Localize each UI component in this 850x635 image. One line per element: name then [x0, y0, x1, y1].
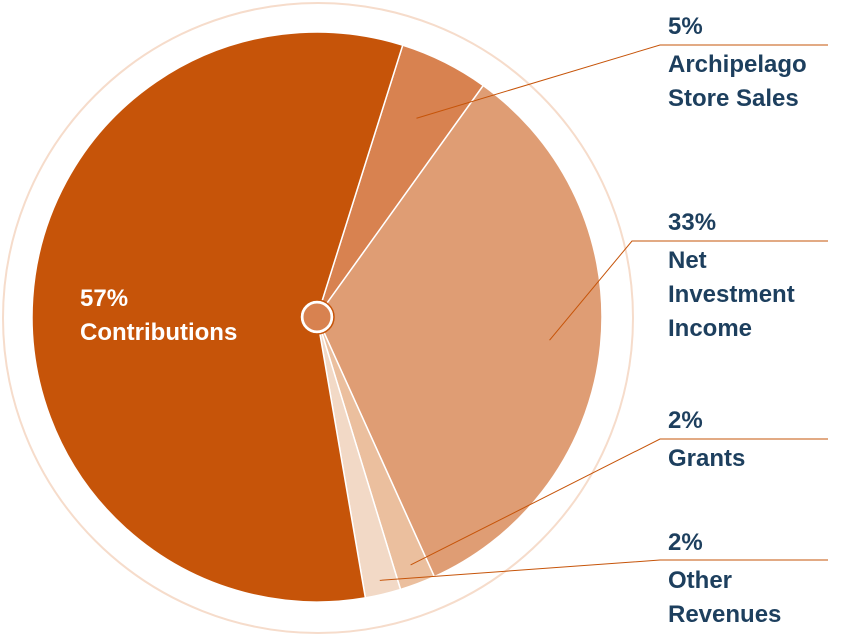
- slice-label-grants: 2% Grants: [668, 404, 745, 476]
- slice-name-contributions: Contributions: [80, 319, 238, 346]
- center-ring: [300, 300, 334, 334]
- slice-name-grants: Grants: [668, 445, 746, 472]
- outer-ring: [2, 2, 634, 634]
- slice-label-contributions: 57% Contributions: [80, 282, 237, 350]
- slice-label-other-revenues: 2% Other Revenues: [668, 526, 781, 632]
- leader-line-net-investment-income: [549, 240, 828, 341]
- slice-name-investment-line1: Net: [668, 247, 707, 274]
- slice-name-store-sales-line2: Store Sales: [668, 85, 799, 112]
- slice-name-store-sales-line1: Archipelago: [668, 51, 807, 78]
- slice-value-other-revenues: 2%: [668, 529, 703, 556]
- slice-value-grants: 2%: [668, 407, 703, 434]
- center-ring-outline: [299, 299, 335, 335]
- slice-name-other-revenues-line1: Other: [668, 567, 733, 594]
- slice-value-contributions: 57%: [80, 285, 129, 312]
- slice-value-investment: 33%: [668, 209, 717, 236]
- slice-label-store-sales: 5% Archipelago Store Sales: [668, 10, 807, 116]
- leader-lines: [379, 44, 828, 581]
- slice-value-store-sales: 5%: [668, 13, 703, 40]
- pie-slices: [31, 31, 603, 603]
- pie-slice-net-investment-income: [316, 84, 603, 578]
- slice-name-investment-line3: Income: [668, 315, 753, 342]
- slice-name-investment-line2: Investment: [668, 281, 795, 308]
- leader-line-other-revenues: [379, 559, 828, 581]
- slice-name-other-revenues-line2: Revenues: [668, 601, 782, 628]
- slice-label-investment: 33% Net Investment Income: [668, 206, 795, 346]
- leader-line-grants: [410, 438, 828, 566]
- pie-slice-contributions: [31, 31, 404, 603]
- leader-line-archipelago-store-sales: [416, 44, 828, 119]
